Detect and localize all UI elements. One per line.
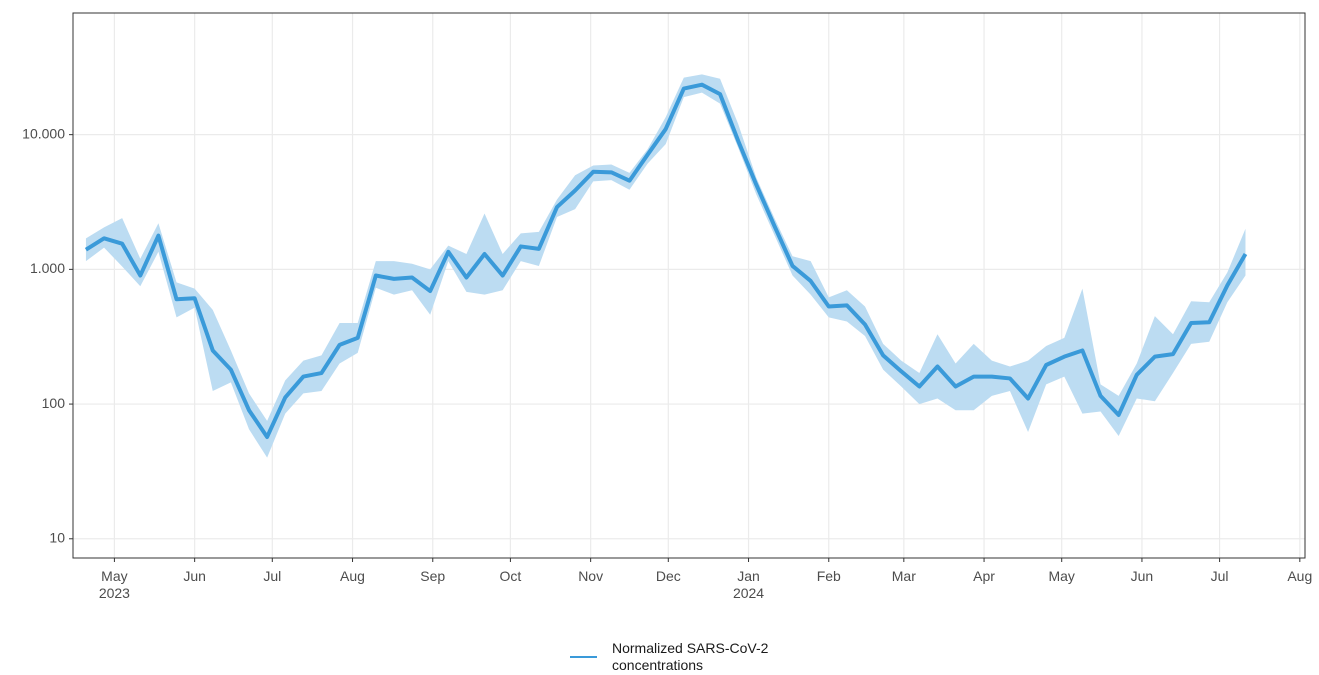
x-tick-label: Apr <box>973 568 995 584</box>
x-tick-label: Aug <box>340 568 365 584</box>
x-tick-label: Aug <box>1287 568 1313 584</box>
line <box>84 82 1248 439</box>
x-tick-label: Nov <box>578 568 604 584</box>
x-tick-label: Jun <box>1130 568 1154 584</box>
plot-frame <box>72 12 1306 559</box>
y-tick-label: 10 <box>49 529 65 545</box>
x-tick-label: Feb <box>816 568 841 584</box>
x-tick-label: Sep <box>420 568 446 584</box>
y-tick-label: 10.000 <box>22 125 65 141</box>
x-tick-label: May <box>1048 568 1075 584</box>
x-tick-label: Mar <box>891 568 916 584</box>
x-tick-label: Dec <box>655 568 681 584</box>
x-tick-label: Jul <box>1210 568 1229 584</box>
plot-background <box>73 13 1305 558</box>
x-tick-label: Jul <box>263 568 282 584</box>
x-tick-label: Jan 2024 <box>732 568 765 601</box>
x-tick-label: Oct <box>499 568 522 584</box>
x-tick-label: Jun <box>183 568 206 584</box>
y-tick-label: 100 <box>42 395 66 411</box>
legend-label: Normalized SARS-CoV-2 concentrations <box>612 640 769 673</box>
x-tick-label: May 2023 <box>98 568 130 601</box>
y-tick-label: 1.000 <box>30 260 65 276</box>
